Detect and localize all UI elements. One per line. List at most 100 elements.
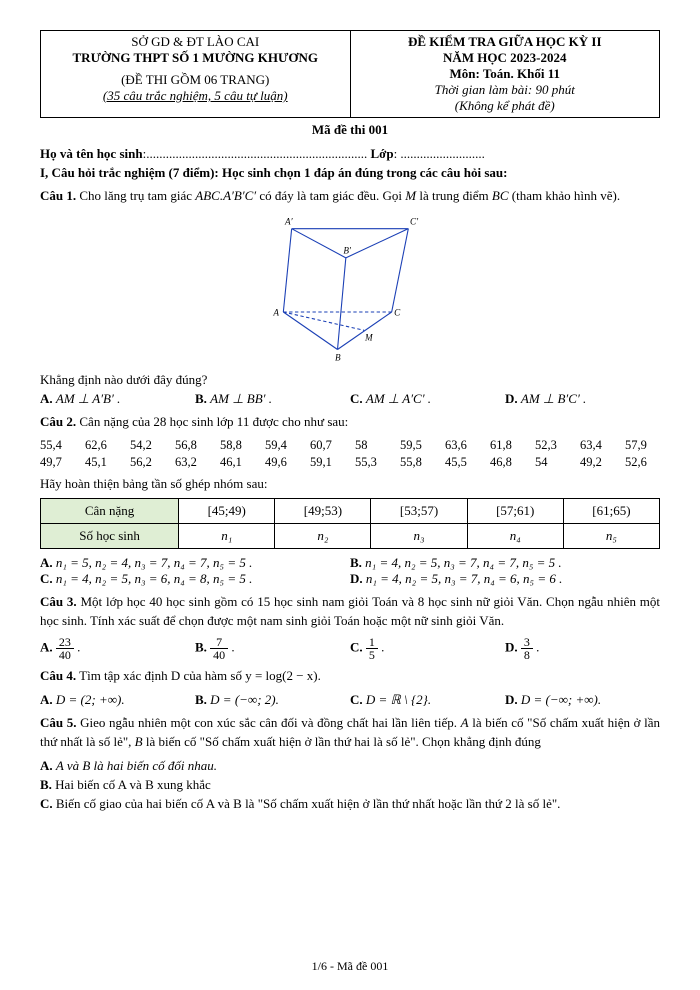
q3: Câu 3. Một lớp học 40 học sinh gồm có 15… — [40, 593, 660, 631]
freq-n4: n₅ — [563, 523, 659, 548]
data-cell: 56,2 — [130, 455, 165, 470]
q4-c: D = ℝ \ {2}. — [366, 692, 431, 707]
freq-n3: n₄ — [467, 523, 563, 548]
q5-as: A — [461, 715, 469, 730]
data-cell: 49,7 — [40, 455, 75, 470]
q4: Câu 4. Tìm tập xác định D của hàm số y =… — [40, 667, 660, 686]
left-line3: (ĐỀ THI GỒM 06 TRANG) — [47, 72, 344, 88]
q5-texta: Gieo ngẫu nhiên một con xúc sắc cân đối … — [80, 715, 460, 730]
q1-prompt: Khẳng định nào dưới đây đúng? — [40, 372, 660, 388]
q1-bc: BC — [492, 188, 509, 203]
lbl-b: B — [335, 352, 341, 362]
data-cell: 46,8 — [490, 455, 525, 470]
lbl-ap: A′ — [284, 216, 294, 226]
q5-optb: Hai biến cố A và B xung khắc — [55, 777, 211, 792]
freq-h2: Số học sinh — [41, 523, 179, 548]
q5-opta: A và B là hai biến cố đối nhau. — [56, 758, 217, 773]
q2-b: n₁ = 4, n₂ = 5, n₃ = 7, n₄ = 7, n₅ = 5 . — [365, 555, 561, 570]
data-cell: 59,5 — [400, 438, 435, 453]
freq-n1: n₂ — [275, 523, 371, 548]
left-line1: SỞ GD & ĐT LÀO CAI — [47, 34, 344, 50]
q1-prism: ABC.A′B′C′ — [195, 188, 256, 203]
freq-i1: [49;53) — [275, 498, 371, 523]
header-table: SỞ GD & ĐT LÀO CAI TRƯỜNG THPT SỐ 1 MƯỜN… — [40, 30, 660, 118]
q1-b: AM ⊥ BB′ . — [210, 391, 272, 406]
q2-prompt: Hãy hoàn thiện bảng tần số ghép nhóm sau… — [40, 476, 660, 492]
data-cell: 59,1 — [310, 455, 345, 470]
data-cell: 52,6 — [625, 455, 660, 470]
q2-data-grid: 55,462,654,256,858,859,460,75859,563,661… — [40, 438, 660, 470]
data-cell: 61,8 — [490, 438, 525, 453]
freq-h1: Cân nặng — [41, 498, 179, 523]
freq-n2: n₃ — [371, 523, 467, 548]
data-cell: 45,1 — [85, 455, 120, 470]
data-cell: 55,4 — [40, 438, 75, 453]
section1-title: I, Câu hỏi trắc nghiệm (7 điểm): Học sin… — [40, 165, 660, 181]
data-cell: 62,6 — [85, 438, 120, 453]
freq-table: Cân nặng [45;49) [49;53) [53;57) [57;61)… — [40, 498, 660, 549]
data-cell: 46,1 — [220, 455, 255, 470]
q4-a: D = (2; +∞). — [56, 692, 125, 707]
freq-i4: [61;65) — [563, 498, 659, 523]
left-line4: (35 câu trắc nghiệm, 5 câu tự luận) — [47, 88, 344, 104]
q3-dd: 8 — [521, 649, 533, 661]
q1: Câu 1. Cho lăng trụ tam giác ABC.A′B′C′ … — [40, 187, 660, 206]
freq-i3: [57;61) — [467, 498, 563, 523]
q1-textc: là trung điểm — [416, 188, 492, 203]
q5-optc: Biến cố giao của hai biến cố A và B là "… — [56, 796, 561, 811]
name-line: Họ và tên học sinh:.....................… — [40, 146, 660, 162]
q1-opts: A. AM ⊥ A′B′ . B. AM ⊥ BB′ . C. AM ⊥ A′C… — [40, 391, 660, 407]
q5-textc: là biến cố "Số chấm xuất hiện ở lần thứ … — [143, 734, 541, 749]
exam-code: Mã đề thi 001 — [40, 122, 660, 138]
q3-bd: 40 — [210, 649, 228, 661]
q2-label: Câu 2. — [40, 414, 76, 429]
class-label: Lớp — [370, 146, 393, 161]
prism-diagram: A′ B′ C′ A B C M — [40, 212, 660, 366]
data-cell: 59,4 — [265, 438, 300, 453]
q3-label: Câu 3. — [40, 594, 77, 609]
q3-cd: 5 — [366, 649, 378, 661]
right-line5: (Không kể phát đề) — [357, 98, 654, 114]
q5-label: Câu 5. — [40, 715, 77, 730]
q1-label: Câu 1. — [40, 188, 76, 203]
q1-m: M — [405, 188, 416, 203]
data-cell: 54,2 — [130, 438, 165, 453]
q2: Câu 2. Cân nặng của 28 học sinh lớp 11 đ… — [40, 413, 660, 432]
lbl-a: A — [272, 307, 279, 317]
q4-text: Tìm tập xác định D của hàm số y = log(2 … — [79, 668, 321, 683]
data-cell: 58,8 — [220, 438, 255, 453]
lbl-cp: C′ — [410, 216, 419, 226]
name-dots: :.......................................… — [143, 146, 368, 161]
data-cell: 45,5 — [445, 455, 480, 470]
q2-opts: A. n₁ = 5, n₂ = 4, n₃ = 7, n₄ = 7, n₅ = … — [40, 555, 660, 587]
q4-d: D = (−∞; +∞). — [521, 692, 601, 707]
q1-d: AM ⊥ B′C′ . — [521, 391, 586, 406]
data-cell: 49,6 — [265, 455, 300, 470]
lbl-bp: B′ — [343, 246, 352, 256]
data-cell: 60,7 — [310, 438, 345, 453]
freq-i0: [45;49) — [179, 498, 275, 523]
q1-texta: Cho lăng trụ tam giác — [79, 188, 195, 203]
data-cell: 63,4 — [580, 438, 615, 453]
q3-text: Một lớp học 40 học sinh gồm có 15 học si… — [40, 594, 660, 628]
lbl-c: C — [394, 307, 401, 317]
right-line3: Môn: Toán. Khối 11 — [357, 66, 654, 82]
q3-opts: A. 2340 . B. 740 . C. 15 . D. 38 . — [40, 636, 660, 661]
q2-text: Cân nặng của 28 học sinh lớp 11 được cho… — [79, 414, 348, 429]
q2-c: n₁ = 4, n₂ = 5, n₃ = 6, n₄ = 8, n₅ = 5 . — [56, 571, 252, 586]
right-line2: NĂM HỌC 2023-2024 — [357, 50, 654, 66]
data-cell: 49,2 — [580, 455, 615, 470]
q1-a: AM ⊥ A′B′ . — [56, 391, 120, 406]
data-cell: 57,9 — [625, 438, 660, 453]
data-cell: 54 — [535, 455, 570, 470]
data-cell: 63,6 — [445, 438, 480, 453]
right-line1: ĐỀ KIỂM TRA GIỮA HỌC KỲ II — [357, 34, 654, 50]
data-cell: 52,3 — [535, 438, 570, 453]
q1-textd: (tham khảo hình vẽ). — [509, 188, 621, 203]
page-footer: 1/6 - Mã đề 001 — [0, 959, 700, 974]
q2-d: n₁ = 4, n₂ = 5, n₃ = 7, n₄ = 6, n₅ = 6 . — [366, 571, 562, 586]
left-line2: TRƯỜNG THPT SỐ 1 MƯỜNG KHƯƠNG — [47, 50, 344, 66]
q3-ad: 40 — [56, 649, 74, 661]
q2-a: n₁ = 5, n₂ = 4, n₃ = 7, n₄ = 7, n₅ = 5 . — [56, 555, 252, 570]
q5: Câu 5. Gieo ngẫu nhiên một con xúc sắc c… — [40, 714, 660, 752]
